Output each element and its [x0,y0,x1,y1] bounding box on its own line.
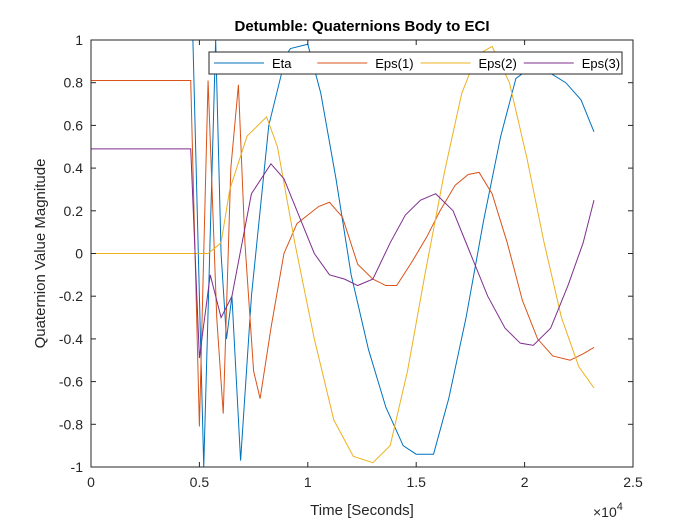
series-line-eps-1 [91,80,595,427]
y-tick-label: -0.4 [59,331,83,347]
series-layer [91,40,595,467]
x-tick-label: 2.5 [623,474,643,490]
chart-title: Detumble: Quaternions Body to ECI [234,18,489,35]
x-tick-label: 0 [87,474,95,490]
y-tick-label: -0.6 [59,374,83,390]
y-tick-label: 0.8 [64,75,84,91]
x-axis-exponent-base: ×10 [593,504,617,520]
legend-label: Eps(1) [375,56,413,71]
y-tick-label: -0.8 [59,416,83,432]
x-tick-label: 1 [304,474,312,490]
y-tick-label: 0.4 [64,160,84,176]
series-line-eps-3 [91,148,595,359]
y-axis-ticks: -1 -0.8 -0.6 -0.4 -0.2 0 0.2 0.4 0.6 0.8 1 [59,32,633,475]
legend-label: Eps(3) [582,56,620,71]
legend-box [208,51,623,75]
y-tick-label: -1 [71,459,84,475]
x-axis-label: Time [Seconds] [310,502,414,519]
y-tick-label: -0.2 [59,288,83,304]
x-tick-label: 2 [521,474,529,490]
x-tick-label: 0.5 [190,474,210,490]
x-axis-exponent: ×104 [593,501,623,520]
series-line-eps-2 [91,45,595,464]
y-tick-label: 1 [75,32,83,48]
y-axis-label: Quaternion Value Magnitude [32,159,49,349]
x-axis-ticks: 0 0.5 1 1.5 2 2.5 [87,40,643,490]
y-tick-label: 0.2 [64,203,84,219]
y-tick-label: 0.6 [64,117,84,133]
series-line-eta [91,40,595,467]
legend: Eta Eps(1) Eps(2) Eps(3) [208,51,623,75]
x-tick-label: 1.5 [406,474,426,490]
legend-label: Eps(2) [479,56,517,71]
x-axis-exponent-power: 4 [617,501,623,513]
legend-label: Eta [272,56,292,71]
y-tick-label: 0 [75,246,83,262]
